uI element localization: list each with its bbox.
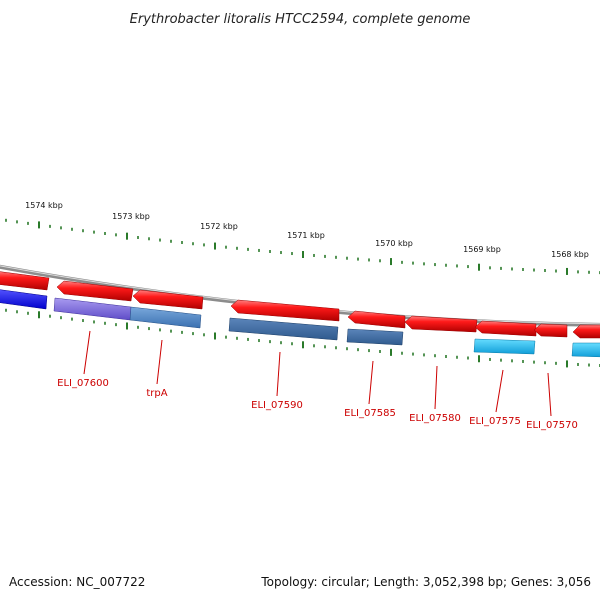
forward-gene-arrow[interactable] <box>132 289 204 310</box>
gene-label-leader <box>495 369 504 413</box>
scale-label: 1569 kbp <box>463 245 501 254</box>
gene-label-leader <box>156 339 163 385</box>
accession-text: Accession: NC_007722 <box>9 575 145 589</box>
gene-label-eli-07590[interactable]: ELI_07590 <box>251 400 303 411</box>
gene-label-trpa[interactable]: trpA <box>146 388 167 399</box>
scale-label: 1568 kbp <box>551 250 589 259</box>
gene-label-eli-07600[interactable]: ELI_07600 <box>57 378 109 389</box>
scale-label: 1572 kbp <box>200 222 238 231</box>
gene-label-eli-07585[interactable]: ELI_07585 <box>344 408 396 419</box>
gene-eli-07600-bar[interactable] <box>53 297 132 321</box>
gene-label-leader <box>547 372 552 417</box>
scale-ticks-inner <box>5 308 600 368</box>
gene-label-eli-07575[interactable]: ELI_07575 <box>469 416 521 427</box>
gene-eli-07590-bar[interactable] <box>228 317 339 341</box>
reverse-gene-bar[interactable] <box>0 289 48 310</box>
forward-gene-arrow[interactable] <box>404 315 478 333</box>
scale-label: 1573 kbp <box>112 212 150 221</box>
genome-title: Erythrobacter litoralis HTCC2594, comple… <box>130 12 471 27</box>
forward-gene-arrow[interactable] <box>347 310 406 329</box>
reverse-gene-bar[interactable] <box>571 342 600 358</box>
scale-ticks-outer <box>5 218 600 275</box>
forward-gene-arrow[interactable] <box>230 299 340 322</box>
gene-eli-07575-bar[interactable] <box>473 338 536 355</box>
gene-label-eli-07570[interactable]: ELI_07570 <box>526 420 578 431</box>
gene-label-leader <box>83 330 91 375</box>
forward-gene-arrow[interactable] <box>474 320 537 337</box>
forward-gene-arrow[interactable] <box>56 280 134 302</box>
forward-gene-arrow[interactable] <box>0 271 50 291</box>
gene-label-leader <box>434 365 438 410</box>
gene-label-leader <box>368 360 374 405</box>
gene-trpa-bar[interactable] <box>129 306 202 329</box>
gene-label-eli-07580[interactable]: ELI_07580 <box>409 413 461 424</box>
scale-label: 1571 kbp <box>287 231 325 240</box>
scale-label: 1570 kbp <box>375 239 413 248</box>
gene-label-leader <box>276 351 281 397</box>
gene-eli-07585-bar[interactable] <box>346 328 404 346</box>
genome-summary-text: Topology: circular; Length: 3,052,398 bp… <box>260 575 591 589</box>
forward-gene-arrow[interactable] <box>533 323 568 338</box>
forward-gene-arrow[interactable] <box>572 324 600 339</box>
scale-label: 1574 kbp <box>25 201 63 210</box>
